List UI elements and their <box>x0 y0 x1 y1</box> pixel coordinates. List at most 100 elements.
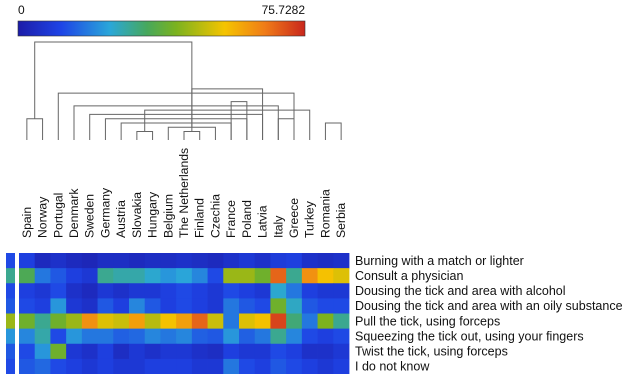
heatmap-cell <box>207 313 224 330</box>
heatmap-cell <box>286 313 303 330</box>
heatmap-cell <box>50 313 67 330</box>
heatmap-cell <box>191 253 208 269</box>
heatmap-cell <box>129 253 146 269</box>
heatmap-cell <box>129 283 146 299</box>
heatmap-cell <box>97 343 114 360</box>
heatmap-cell <box>66 283 83 299</box>
column-label: Sweden <box>83 194 97 238</box>
heatmap-cell <box>301 358 318 374</box>
heatmap-cell <box>207 298 224 314</box>
heatmap-cell <box>239 253 256 269</box>
heatmap-cell <box>239 268 256 284</box>
heatmap-cell <box>19 343 36 360</box>
heatmap-cell <box>97 313 114 330</box>
heatmap-cell <box>301 268 318 284</box>
heatmap-cell <box>207 283 224 299</box>
column-label: Romania <box>318 189 332 238</box>
heatmap-cell <box>333 358 350 374</box>
column-label: Portugal <box>51 193 65 238</box>
column-label: Austria <box>114 200 128 238</box>
heatmap-cell <box>239 358 256 374</box>
column-label: Serbia <box>334 203 348 238</box>
heatmap-cell <box>333 343 350 360</box>
heatmap-cell <box>254 253 271 269</box>
heatmap-cell <box>113 298 130 314</box>
heatmap-cell <box>239 298 256 314</box>
heatmap-cell <box>144 358 161 374</box>
row-label: Twist the tick, using forceps <box>355 345 508 359</box>
heatmap-cell <box>333 283 350 299</box>
heatmap-cell <box>113 268 130 284</box>
heatmap-cell <box>97 283 114 299</box>
column-label: Greece <box>287 198 301 238</box>
heatmap-cell <box>66 298 83 314</box>
heatmap-cell <box>333 268 350 284</box>
heatmap-cell <box>160 268 177 284</box>
dendrogram-link <box>136 130 154 140</box>
heatmap-cell <box>160 253 177 269</box>
row-label: Squeezing the tick out, using your finge… <box>355 329 584 343</box>
heatmap-cell <box>301 253 318 269</box>
heatmap-cell <box>286 328 303 345</box>
heatmap-cell <box>317 328 334 345</box>
heatmap-cell <box>301 298 318 314</box>
heatmap-cell <box>19 358 36 374</box>
heatmap-cell <box>317 313 334 330</box>
heatmap-cell <box>270 343 287 360</box>
heatmap-cell <box>81 343 98 360</box>
row-label: I do not know <box>355 360 430 374</box>
heatmap-cell <box>144 268 161 284</box>
heatmap-cell <box>97 328 114 345</box>
heatmap-cell <box>254 298 271 314</box>
heatmap-cell <box>81 298 98 314</box>
heatmap-cell <box>317 253 334 269</box>
heatmap-cell <box>270 358 287 374</box>
heatmap-cell <box>34 313 51 330</box>
row-label: Burning with a match or lighter <box>355 254 524 268</box>
heatmap-cell <box>286 298 303 314</box>
dendrogram-link <box>277 118 295 140</box>
dendrogram-link <box>230 101 248 140</box>
heatmap-cell <box>81 328 98 345</box>
heatmap-cell <box>286 283 303 299</box>
column-label: Italy <box>271 215 285 238</box>
row-colorbar <box>6 253 15 374</box>
heatmap-cell <box>97 253 114 269</box>
heatmap-cell <box>113 328 130 345</box>
heatmap-cell <box>19 253 36 269</box>
heatmap-cell <box>34 343 51 360</box>
heatmap-cell <box>317 358 334 374</box>
heatmap-cell <box>34 358 51 374</box>
dendrogram-link <box>324 122 342 140</box>
column-label: Hungary <box>146 191 160 238</box>
column-label: France <box>224 200 238 238</box>
heatmap-cell <box>81 268 98 284</box>
heatmap-cell <box>113 313 130 330</box>
heatmap-cell <box>160 343 177 360</box>
heatmap-cell <box>223 268 240 284</box>
heatmap-cell <box>239 313 256 330</box>
heatmap-cell <box>97 358 114 374</box>
heatmap-cell <box>191 313 208 330</box>
heatmap-cell <box>317 268 334 284</box>
heatmap-cell <box>160 298 177 314</box>
heatmap-cell <box>81 253 98 269</box>
heatmap-cell <box>129 268 146 284</box>
heatmap-cell <box>81 313 98 330</box>
heatmap-cell <box>97 298 114 314</box>
row-label: Pull the tick, using forceps <box>355 314 500 328</box>
heatmap-cell <box>333 298 350 314</box>
heatmap-cell <box>270 283 287 299</box>
heatmap-cell <box>144 283 161 299</box>
heatmap-cell <box>66 343 83 360</box>
heatmap-cell <box>333 313 350 330</box>
heatmap-cell <box>50 328 67 345</box>
heatmap-cell <box>286 253 303 269</box>
heatmap-cell <box>34 253 51 269</box>
heatmap-cell <box>270 298 287 314</box>
heatmap-cell <box>254 328 271 345</box>
heatmap-cell <box>239 328 256 345</box>
heatmap-cell <box>317 283 334 299</box>
